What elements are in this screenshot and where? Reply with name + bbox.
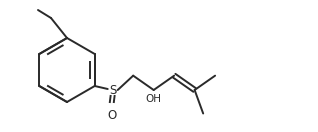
Text: OH: OH bbox=[146, 94, 162, 104]
Text: S: S bbox=[109, 84, 116, 96]
Text: O: O bbox=[107, 109, 116, 122]
